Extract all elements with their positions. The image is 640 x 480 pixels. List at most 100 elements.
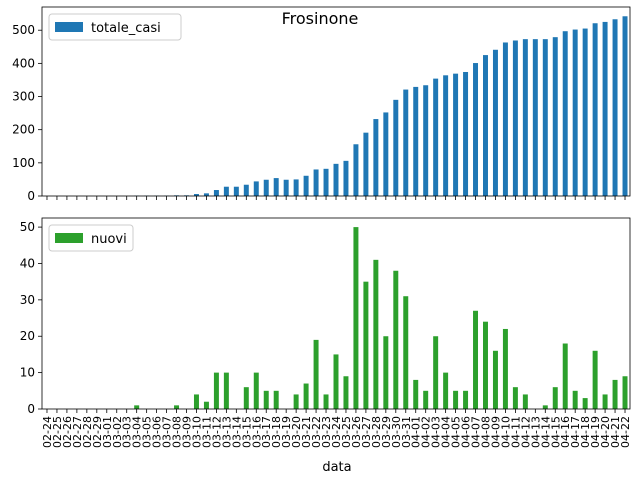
x-tick-label: 03-19	[280, 416, 293, 448]
x-tick-label: 04-06	[460, 416, 473, 448]
bar-totale_casi-04-02	[423, 85, 429, 196]
bar-totale_casi-03-11	[203, 193, 209, 196]
x-tick-label: 02-26	[61, 416, 74, 448]
x-tick-label: 02-25	[51, 416, 64, 448]
y-tick-label: 50	[20, 220, 35, 234]
bar-totale_casi-03-28	[373, 119, 379, 196]
x-tick-label: 04-21	[609, 416, 622, 448]
x-tick-label: 03-04	[131, 416, 144, 448]
bar-totale_casi-03-12	[213, 190, 219, 196]
bar-totale_casi-03-17	[263, 179, 269, 196]
bar-nuovi-03-30	[393, 270, 399, 409]
x-tick-label: 04-11	[509, 416, 522, 448]
top-panel-totale-casi: 0 100 200 300 400 500 totale_casi	[12, 6, 631, 203]
x-tick-label: 03-02	[111, 416, 124, 448]
y-tick-label: 500	[12, 23, 35, 37]
bar-nuovi-03-27	[363, 281, 369, 409]
axes-frame	[41, 6, 631, 197]
bar-totale_casi-04-18	[582, 28, 588, 196]
x-tick-label: 03-21	[300, 416, 313, 448]
bar-nuovi-03-21	[303, 383, 309, 409]
x-tick-label: 03-07	[161, 416, 174, 448]
y-tick-label: 300	[12, 90, 35, 104]
x-tick-label: 03-29	[380, 416, 393, 448]
x-tick-label: 02-24	[41, 416, 54, 448]
bar-nuovi-03-13	[223, 372, 229, 409]
x-axis-ticks: 02-2402-2502-2602-2702-2802-2903-0103-02…	[41, 416, 632, 448]
bar-nuovi-04-04	[443, 372, 449, 409]
bar-totale_casi-03-16	[253, 181, 259, 196]
x-tick-label: 03-13	[220, 416, 233, 448]
bar-totale_casi-04-13	[532, 39, 538, 196]
bar-totale_casi-04-14	[542, 39, 548, 196]
x-tick-label: 03-05	[141, 416, 154, 448]
bar-totale_casi-04-06	[463, 71, 469, 196]
bar-totale_casi-03-13	[223, 186, 229, 196]
bar-nuovi-04-08	[483, 321, 488, 409]
legend-swatch	[55, 22, 83, 32]
x-tick-label: 03-15	[240, 416, 253, 448]
x-tick-label: 03-28	[370, 416, 383, 448]
bar-nuovi-03-24	[333, 354, 339, 409]
bar-totale_casi-04-15	[552, 37, 558, 196]
x-tick-label: 04-08	[479, 416, 492, 448]
bar-nuovi-04-11	[512, 387, 518, 409]
bar-totale_casi-04-12	[522, 39, 528, 196]
bar-nuovi-03-31	[403, 296, 409, 409]
bar-totale_casi-04-10	[502, 42, 508, 197]
bar-totale_casi-04-01	[413, 86, 419, 196]
bar-totale_casi-03-26	[353, 144, 359, 196]
bar-totale_casi-03-24	[333, 163, 339, 196]
bar-totale_casi-03-27	[363, 132, 369, 196]
bar-totale_casi-04-17	[572, 29, 578, 196]
axes-frame	[41, 217, 631, 410]
x-tick-label: 04-02	[420, 416, 433, 448]
bar-totale_casi-03-15	[243, 184, 249, 196]
x-tick-label: 03-23	[320, 416, 333, 448]
x-tick-label: 03-03	[121, 416, 134, 448]
bar-totale_casi-03-23	[323, 168, 329, 196]
bar-nuovi-03-29	[383, 336, 389, 409]
bar-nuovi-04-20	[602, 394, 608, 409]
legend-box	[48, 224, 134, 252]
x-tick-label: 04-07	[470, 416, 483, 448]
x-tick-label: 03-16	[250, 416, 263, 448]
x-tick-label: 04-03	[430, 416, 443, 448]
x-tick-label: 04-13	[529, 416, 542, 448]
bar-nuovi-04-03	[433, 336, 439, 409]
bar-nuovi-04-18	[582, 398, 588, 409]
bar-totale_casi-04-04	[443, 75, 449, 196]
x-tick-label: 03-18	[270, 416, 283, 448]
bar-nuovi-03-08	[174, 405, 180, 409]
bar-totale_casi-03-19	[283, 179, 289, 196]
y-tick-label: 10	[20, 366, 35, 380]
bar-nuovi-04-15	[552, 387, 558, 409]
x-tick-label: 04-18	[579, 416, 592, 448]
bar-nuovi-03-12	[213, 372, 219, 409]
bar-totale_casi-04-19	[592, 23, 598, 196]
bar-totale_casi-04-22	[622, 16, 628, 197]
x-tick-label: 03-25	[340, 416, 353, 448]
bar-totale_casi-04-21	[612, 19, 618, 196]
x-tick-label: 03-22	[310, 416, 323, 448]
x-tick-label: 04-05	[450, 416, 463, 448]
x-tick-label: 03-01	[101, 416, 114, 448]
x-tick-label: 02-28	[81, 416, 94, 448]
bar-nuovi-04-06	[463, 390, 469, 409]
bar-nuovi-04-09	[492, 350, 498, 409]
bar-nuovi-04-17	[572, 390, 578, 409]
bar-totale_casi-03-21	[303, 175, 309, 196]
x-tick-label: 03-14	[230, 416, 243, 448]
bar-nuovi-04-16	[562, 343, 568, 409]
bar-totale_casi-03-31	[403, 89, 409, 196]
y-tick-label: 0	[27, 402, 35, 416]
bar-nuovi-04-14	[542, 405, 548, 409]
x-tick-label: 03-11	[200, 416, 213, 448]
bar-totale_casi-03-10	[193, 194, 199, 196]
y-tick-label: 400	[12, 56, 35, 70]
x-tick-label: 03-09	[181, 416, 194, 448]
bar-nuovi-04-05	[453, 390, 459, 409]
bar-totale_casi-04-16	[562, 31, 568, 197]
bar-nuovi-03-28	[373, 259, 379, 409]
x-axis-label: data	[322, 460, 351, 475]
